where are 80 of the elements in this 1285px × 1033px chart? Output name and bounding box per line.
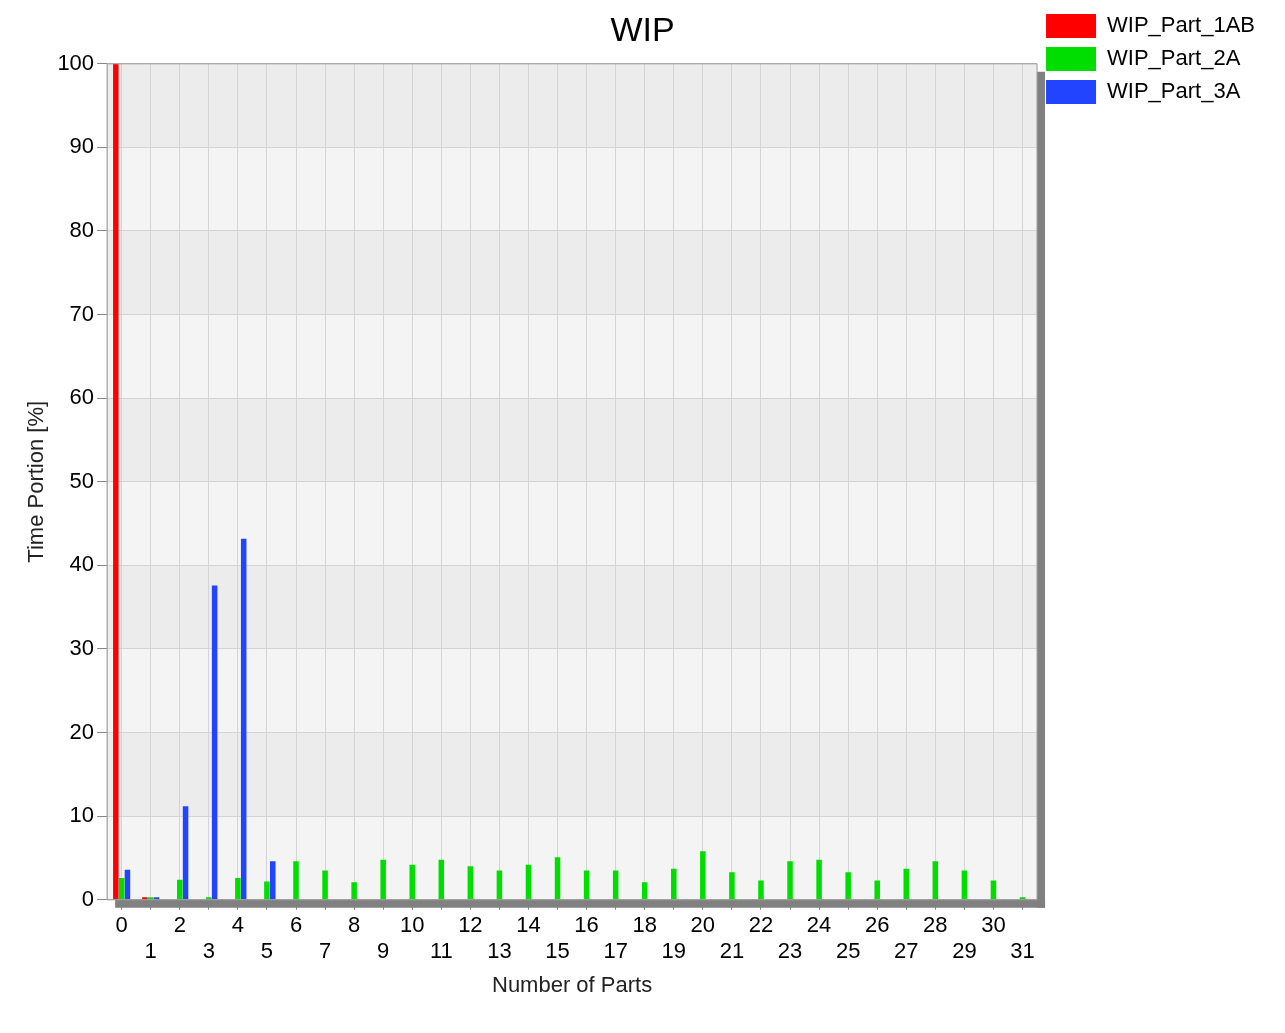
bar	[206, 897, 212, 900]
bar	[322, 870, 328, 900]
x-tick-label: 21	[719, 938, 745, 964]
bar	[874, 880, 880, 900]
bar	[118, 878, 125, 900]
bar	[269, 861, 276, 900]
bar	[240, 538, 247, 900]
bar	[845, 872, 851, 900]
x-tick-label: 2	[173, 912, 186, 938]
legend-label: WIP_Part_1AB	[1107, 12, 1255, 38]
bar	[641, 882, 648, 900]
x-tick-label: 1	[144, 938, 157, 964]
bar	[147, 897, 154, 900]
legend-label: WIP_Part_2A	[1107, 45, 1241, 71]
y-tick-label: 70	[69, 300, 95, 326]
x-tick-label: 11	[429, 938, 453, 964]
x-tick-label: 25	[835, 938, 861, 964]
bar	[787, 861, 793, 900]
bar	[351, 882, 357, 900]
y-tick-label: 40	[69, 551, 95, 577]
x-tick-label: 29	[952, 938, 977, 964]
x-tick-label: 19	[661, 938, 687, 964]
bar	[177, 879, 183, 900]
bar	[816, 859, 822, 900]
x-tick-label: 18	[632, 912, 657, 938]
bar	[142, 897, 148, 900]
y-tick-label: 60	[69, 384, 95, 410]
y-tick-label: 10	[69, 802, 95, 828]
x-tick-label: 4	[231, 912, 244, 938]
x-tick-label: 15	[545, 938, 570, 964]
y-axis-title: Time Portion [%]	[23, 400, 49, 563]
x-tick-label: 24	[806, 912, 832, 938]
x-tick-label: 13	[487, 938, 512, 964]
chart-title: WIP	[610, 9, 675, 48]
bar	[1019, 897, 1026, 900]
x-tick-label: 27	[894, 938, 919, 964]
x-tick-label: 16	[574, 912, 599, 938]
x-tick-label: 14	[516, 912, 541, 938]
bar	[467, 866, 474, 900]
bar	[729, 872, 735, 900]
x-axis-title: Number of Parts	[491, 971, 653, 997]
x-tick-label: 22	[748, 912, 774, 938]
x-tick-label: 28	[923, 912, 948, 938]
y-tick-label: 80	[69, 217, 95, 243]
bar	[264, 881, 270, 900]
bar	[671, 868, 677, 900]
x-tick-label: 17	[603, 938, 628, 964]
y-tick-label: 50	[69, 467, 95, 493]
x-tick-label: 31	[1010, 938, 1035, 964]
x-tick-label: 6	[289, 912, 303, 938]
bar	[409, 864, 415, 900]
y-tick-label: 100	[57, 49, 95, 75]
y-tick-label: 20	[69, 718, 95, 744]
y-tick-label: 30	[69, 635, 95, 661]
x-tick-label: 5	[260, 938, 274, 964]
x-tick-label: 26	[864, 912, 890, 938]
bar	[758, 880, 764, 900]
y-tick-label: 90	[69, 133, 95, 159]
bar	[380, 859, 386, 900]
bar	[235, 878, 241, 900]
y-tick-label: 0	[81, 885, 95, 911]
bar	[293, 861, 299, 900]
x-tick-label: 10	[400, 912, 425, 938]
x-tick-label: 12	[458, 912, 483, 938]
x-tick-label: 30	[981, 912, 1006, 938]
x-tick-label: 20	[690, 912, 716, 938]
bar	[211, 585, 218, 900]
bar	[554, 857, 561, 900]
x-tick-label: 8	[348, 912, 361, 938]
legend-label: WIP_Part_3A	[1107, 78, 1241, 104]
bar	[700, 851, 706, 900]
x-tick-label: 3	[202, 938, 215, 964]
x-tick-label: 0	[115, 912, 128, 938]
bar	[932, 861, 939, 900]
bar	[113, 63, 119, 900]
bar	[182, 806, 189, 900]
x-tick-label: 7	[318, 938, 332, 964]
bar	[153, 897, 160, 900]
x-tick-label: 9	[377, 938, 390, 964]
x-tick-label: 23	[777, 938, 803, 964]
